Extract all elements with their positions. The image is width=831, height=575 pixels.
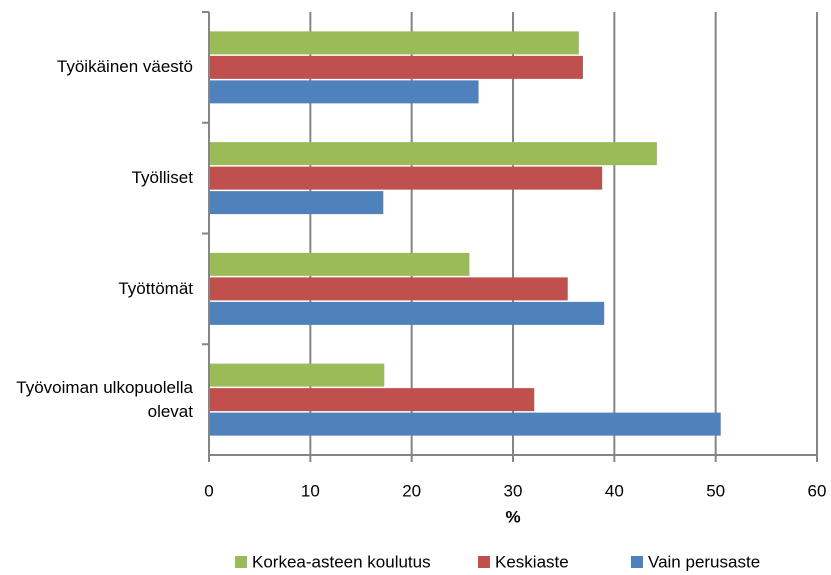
bar	[209, 55, 583, 79]
category-label: Työlliset	[131, 168, 193, 188]
bar	[209, 191, 384, 215]
bar	[209, 363, 385, 387]
legend-swatch	[631, 556, 643, 568]
x-tick-label: 10	[301, 481, 320, 500]
x-tick-label: 60	[808, 481, 827, 500]
x-tick-label: 50	[706, 481, 725, 500]
x-tick-label: 30	[504, 481, 523, 500]
bar	[209, 301, 605, 325]
x-tick-label: 0	[204, 481, 213, 500]
legend-label: Keskiaste	[495, 552, 569, 571]
legend-label: Korkea-asteen koulutus	[252, 552, 431, 571]
category-label: Työvoiman ulkopuolella olevat	[16, 377, 193, 421]
bar	[209, 31, 579, 55]
legend-swatch	[235, 556, 247, 568]
x-axis-label: %	[505, 507, 520, 526]
legend-swatch	[478, 556, 490, 568]
bar	[209, 412, 721, 436]
category-label: Työikäinen väestö	[56, 57, 193, 77]
bar	[209, 388, 535, 412]
bar	[209, 277, 568, 301]
category-label: Työttömät	[118, 278, 193, 298]
bar	[209, 142, 657, 166]
bar	[209, 166, 603, 190]
bar	[209, 80, 479, 104]
legend-label: Vain perusaste	[648, 552, 760, 571]
bar	[209, 252, 470, 276]
x-tick-label: 20	[402, 481, 421, 500]
x-tick-label: 40	[605, 481, 624, 500]
